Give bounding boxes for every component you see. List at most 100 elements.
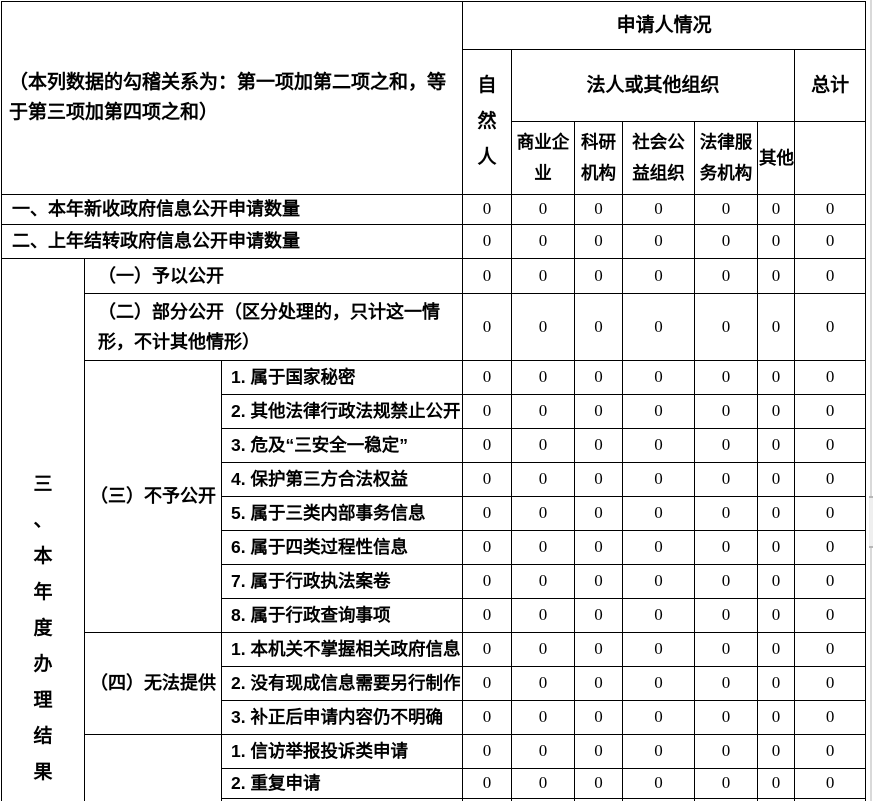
- value-cell: 0: [511, 632, 576, 667]
- value-cell: 0: [511, 394, 576, 429]
- value-cell: 0: [757, 258, 796, 294]
- item-label: 8. 属于行政查询事项: [220, 598, 464, 633]
- item-label: 4. 保护第三方合法权益: [220, 462, 464, 497]
- value-cell: 0: [757, 530, 796, 565]
- header-org-type-commercial: 商业企业: [511, 121, 576, 195]
- table-row: 3. 危及“三安全一稳定” 0 0 0 0 0 0 0: [2, 428, 867, 463]
- value-cell: 0: [462, 258, 513, 294]
- value-cell: 0: [462, 768, 513, 799]
- value-cell: 0: [574, 428, 624, 463]
- value-cell: 0: [794, 530, 867, 565]
- value-cell: 0: [622, 258, 696, 294]
- table-row: 2. 重复申请 0 0 0 0 0 0 0: [2, 768, 867, 799]
- value-cell: 0: [462, 194, 513, 225]
- section3-label-cell: 三、本年度办理结果: [1, 258, 85, 801]
- value-cell: 0: [462, 598, 513, 633]
- value-cell: 0: [794, 360, 867, 395]
- value-cell: 0: [574, 768, 624, 799]
- value-cell: 0: [462, 564, 513, 599]
- value-cell: 0: [574, 700, 624, 735]
- value-cell: 0: [511, 530, 576, 565]
- value-cell: 0: [462, 224, 513, 259]
- item-label: 5. 属于三类内部事务信息: [220, 496, 464, 531]
- value-cell: 0: [462, 530, 513, 565]
- group-label-partial: （二）部分公开（区分处理的，只计这一情形，不计其他情形）: [83, 293, 464, 361]
- value-cell: 0: [794, 428, 867, 463]
- value-cell: 0: [757, 768, 796, 799]
- value-cell: 0: [694, 734, 759, 769]
- value-cell: 0: [757, 734, 796, 769]
- value-cell: 0: [462, 394, 513, 429]
- value-cell: 0: [622, 768, 696, 799]
- value-cell: 0: [511, 598, 576, 633]
- value-cell: 0: [462, 293, 513, 361]
- item-label: 6. 属于四类过程性信息: [220, 530, 464, 565]
- value-cell: 0: [794, 462, 867, 497]
- value-cell: 0: [574, 258, 624, 294]
- value-cell: 0: [511, 360, 576, 395]
- table-row: 5. 属于三类内部事务信息 0 0 0 0 0 0 0: [2, 496, 867, 531]
- header-applicant-situation: 申请人情况: [462, 1, 867, 50]
- value-cell: 0: [794, 734, 867, 769]
- value-cell: 0: [622, 598, 696, 633]
- table-row: 1. 信访举报投诉类申请 0 0 0 0 0 0 0: [2, 734, 867, 801]
- value-cell: 0: [794, 224, 867, 259]
- header-org-type-other: 其他: [757, 121, 796, 195]
- value-cell: 0: [794, 293, 867, 361]
- value-cell: 0: [462, 632, 513, 667]
- value-cell: 0: [694, 224, 759, 259]
- value-cell: 0: [462, 360, 513, 395]
- item-label: 2. 其他法律行政法规禁止公开: [220, 394, 464, 429]
- value-cell: 0: [511, 700, 576, 735]
- value-cell: 0: [757, 700, 796, 735]
- value-cell: 0: [462, 734, 513, 769]
- table-row: 2. 没有现成信息需要另行制作 0 0 0 0 0 0 0: [2, 666, 867, 701]
- value-cell: 0: [794, 666, 867, 701]
- value-cell: 0: [694, 564, 759, 599]
- item-label: [220, 798, 464, 801]
- value-cell: 0: [622, 462, 696, 497]
- table-row: 3. 补正后申请内容仍不明确 0 0 0 0 0 0 0: [2, 700, 867, 735]
- value-cell: 0: [694, 360, 759, 395]
- value-cell: 0: [694, 394, 759, 429]
- scrollbar-track[interactable]: [870, 0, 872, 801]
- value-cell: 0: [622, 564, 696, 599]
- table-row: 7. 属于行政执法案卷 0 0 0 0 0 0 0: [2, 564, 867, 599]
- value-cell: 0: [757, 394, 796, 429]
- value-cell: 0: [694, 700, 759, 735]
- table-row: 二、上年结转政府信息公开申请数量 0 0 0 0 0 0 0: [1, 224, 867, 259]
- value-cell: 0: [757, 598, 796, 633]
- item-label: 2. 重复申请: [220, 768, 464, 799]
- value-cell: 0: [757, 293, 796, 361]
- value-cell: 0: [694, 530, 759, 565]
- item-label: 2. 没有现成信息需要另行制作: [220, 666, 464, 701]
- scrollbar-thumb[interactable]: [869, 496, 873, 548]
- table-row: （二）部分公开（区分处理的，只计这一情形，不计其他情形） 0 0 0 0 0 0…: [2, 293, 867, 361]
- group-cat-unable: （四）无法提供: [84, 632, 222, 735]
- value-cell: 0: [794, 258, 867, 294]
- value-cell: 0: [511, 293, 576, 361]
- value-cell: 0: [511, 428, 576, 463]
- note-cell: （本列数据的勾稽关系为：第一项加第二项之和，等于第三项加第四项之和）: [1, 1, 464, 195]
- value-cell: 0: [694, 258, 759, 294]
- value-cell: 0: [794, 564, 867, 599]
- header-org-type-legal-service: 法律服务机构: [694, 121, 759, 195]
- value-cell: 0: [757, 428, 796, 463]
- value-cell: 0: [574, 530, 624, 565]
- value-cell: 0: [694, 598, 759, 633]
- value-cell: 0: [462, 666, 513, 701]
- table-row: 三、本年度办理结果 （一）予以公开 0 0 0 0 0 0 0: [1, 258, 867, 801]
- value-cell: 0: [694, 666, 759, 701]
- value-cell: 0: [511, 496, 576, 531]
- header-total-sub-empty: [794, 121, 867, 195]
- value-cell: 0: [694, 428, 759, 463]
- header-row-3: 商业企业 科研机构 社会公益组织 法律服务机构 其他: [2, 121, 867, 195]
- value-cell: 0: [462, 700, 513, 735]
- value-cell: 0: [794, 700, 867, 735]
- row-new-applications-label: 一、本年新收政府信息公开申请数量: [1, 194, 464, 225]
- header-natural-person-label: 自然人: [477, 75, 497, 168]
- group-cat-denied: （三）不予公开: [84, 360, 222, 633]
- item-label: 1. 属于国家秘密: [220, 360, 464, 395]
